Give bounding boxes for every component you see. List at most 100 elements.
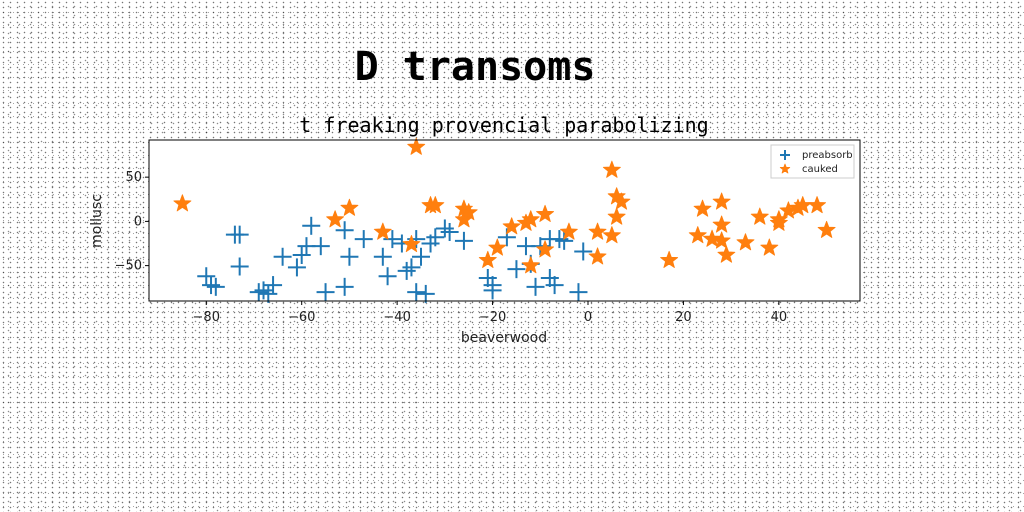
point-preabsorb-5	[230, 257, 249, 276]
point-preabsorb-33	[435, 219, 454, 238]
point-cauked-43	[808, 196, 827, 214]
point-preabsorb-48	[550, 230, 569, 249]
point-preabsorb-29	[411, 247, 430, 266]
point-cauked-31	[712, 231, 731, 249]
point-preabsorb-6	[249, 283, 268, 302]
legend-marker-cauked	[779, 163, 791, 174]
point-preabsorb-28	[407, 283, 426, 302]
x-tick-label: −40	[383, 310, 410, 325]
y-tick-label: 0	[134, 214, 142, 229]
legend-label-cauked: cauked	[802, 164, 838, 175]
point-preabsorb-34	[440, 223, 459, 241]
x-tick-label: −60	[288, 310, 315, 325]
point-preabsorb-20	[354, 230, 373, 249]
point-cauked-44	[817, 220, 836, 238]
point-cauked-7	[426, 196, 445, 214]
point-preabsorb-0	[197, 267, 216, 286]
point-cauked-13	[502, 217, 521, 235]
x-tick-label: 20	[675, 310, 692, 325]
point-preabsorb-11	[287, 258, 306, 277]
point-cauked-36	[750, 207, 769, 225]
point-preabsorb-14	[302, 216, 321, 235]
point-preabsorb-50	[569, 283, 588, 302]
legend-marker-preabsorb	[780, 150, 790, 160]
point-cauked-4	[402, 234, 421, 253]
point-cauked-23	[602, 226, 621, 244]
point-preabsorb-26	[402, 258, 421, 277]
x-tick-label: −80	[193, 310, 220, 325]
point-cauked-18	[536, 204, 555, 222]
point-cauked-29	[693, 199, 712, 217]
point-preabsorb-32	[426, 228, 445, 247]
point-cauked-10	[459, 203, 478, 221]
point-preabsorb-35	[454, 231, 473, 250]
point-preabsorb-9	[264, 276, 283, 295]
plot-frame	[148, 139, 861, 302]
point-cauked-24	[607, 207, 626, 225]
point-preabsorb-8	[259, 284, 278, 303]
y-tick-label: 50	[125, 170, 142, 185]
point-cauked-34	[717, 245, 736, 263]
point-preabsorb-19	[340, 247, 359, 266]
x-tick-label: 0	[584, 310, 592, 325]
point-preabsorb-30	[416, 284, 435, 303]
point-preabsorb-23	[383, 230, 402, 249]
point-preabsorb-18	[335, 221, 354, 240]
ticks-layer: −80 −60 −40 −20 0 20 40 −50 0 50	[115, 170, 788, 325]
point-cauked-3	[373, 222, 392, 240]
point-cauked-12	[488, 238, 507, 256]
point-preabsorb-25	[397, 261, 416, 280]
legend-glyph-preabsorb	[780, 150, 790, 160]
point-preabsorb-22	[378, 267, 397, 286]
point-cauked-19	[559, 222, 578, 240]
point-cauked-15	[521, 210, 540, 228]
points-layer	[173, 137, 836, 303]
x-tick-label: 40	[771, 310, 788, 325]
plot-area	[149, 140, 860, 301]
point-preabsorb-4	[230, 225, 249, 244]
point-cauked-39	[769, 213, 788, 231]
point-cauked-28	[688, 226, 707, 244]
point-preabsorb-2	[206, 277, 225, 296]
chart-title: D transoms	[355, 44, 596, 90]
point-preabsorb-7	[254, 281, 273, 300]
point-preabsorb-49	[555, 231, 574, 250]
point-cauked-1	[326, 210, 345, 228]
point-preabsorb-15	[311, 237, 330, 256]
point-cauked-21	[588, 247, 607, 265]
x-axis-label: beaverwood	[461, 330, 547, 346]
point-cauked-32	[712, 192, 731, 210]
point-cauked-2	[340, 198, 359, 216]
y-tick-label: −50	[115, 259, 142, 274]
point-cauked-17	[536, 240, 555, 258]
point-cauked-33	[712, 215, 731, 233]
point-cauked-27	[660, 250, 679, 268]
point-preabsorb-21	[373, 247, 392, 266]
point-preabsorb-43	[526, 277, 545, 296]
point-preabsorb-12	[292, 246, 311, 264]
point-preabsorb-1	[202, 276, 221, 295]
point-cauked-26	[612, 192, 631, 210]
y-axis-label: mollusc	[89, 194, 105, 248]
point-cauked-30	[703, 229, 722, 247]
point-preabsorb-16	[316, 283, 335, 302]
point-cauked-16	[521, 256, 540, 274]
point-preabsorb-38	[483, 281, 502, 300]
point-preabsorb-40	[507, 260, 526, 279]
legend-glyph-cauked	[779, 163, 791, 174]
point-preabsorb-10	[273, 247, 292, 266]
point-cauked-37	[760, 238, 779, 256]
chart-subtitle: t freaking provencial parabolizing	[299, 113, 708, 137]
point-cauked-0	[173, 194, 192, 212]
x-tick-label: −20	[479, 310, 506, 325]
point-cauked-35	[736, 233, 755, 251]
point-cauked-22	[602, 160, 621, 178]
point-preabsorb-47	[545, 276, 564, 295]
legend: preabsorb cauked	[770, 144, 855, 179]
point-cauked-11	[478, 250, 497, 268]
legend-label-preabsorb: preabsorb	[802, 150, 853, 161]
point-preabsorb-17	[335, 277, 354, 296]
point-preabsorb-51	[574, 242, 593, 261]
point-preabsorb-36	[478, 269, 497, 287]
